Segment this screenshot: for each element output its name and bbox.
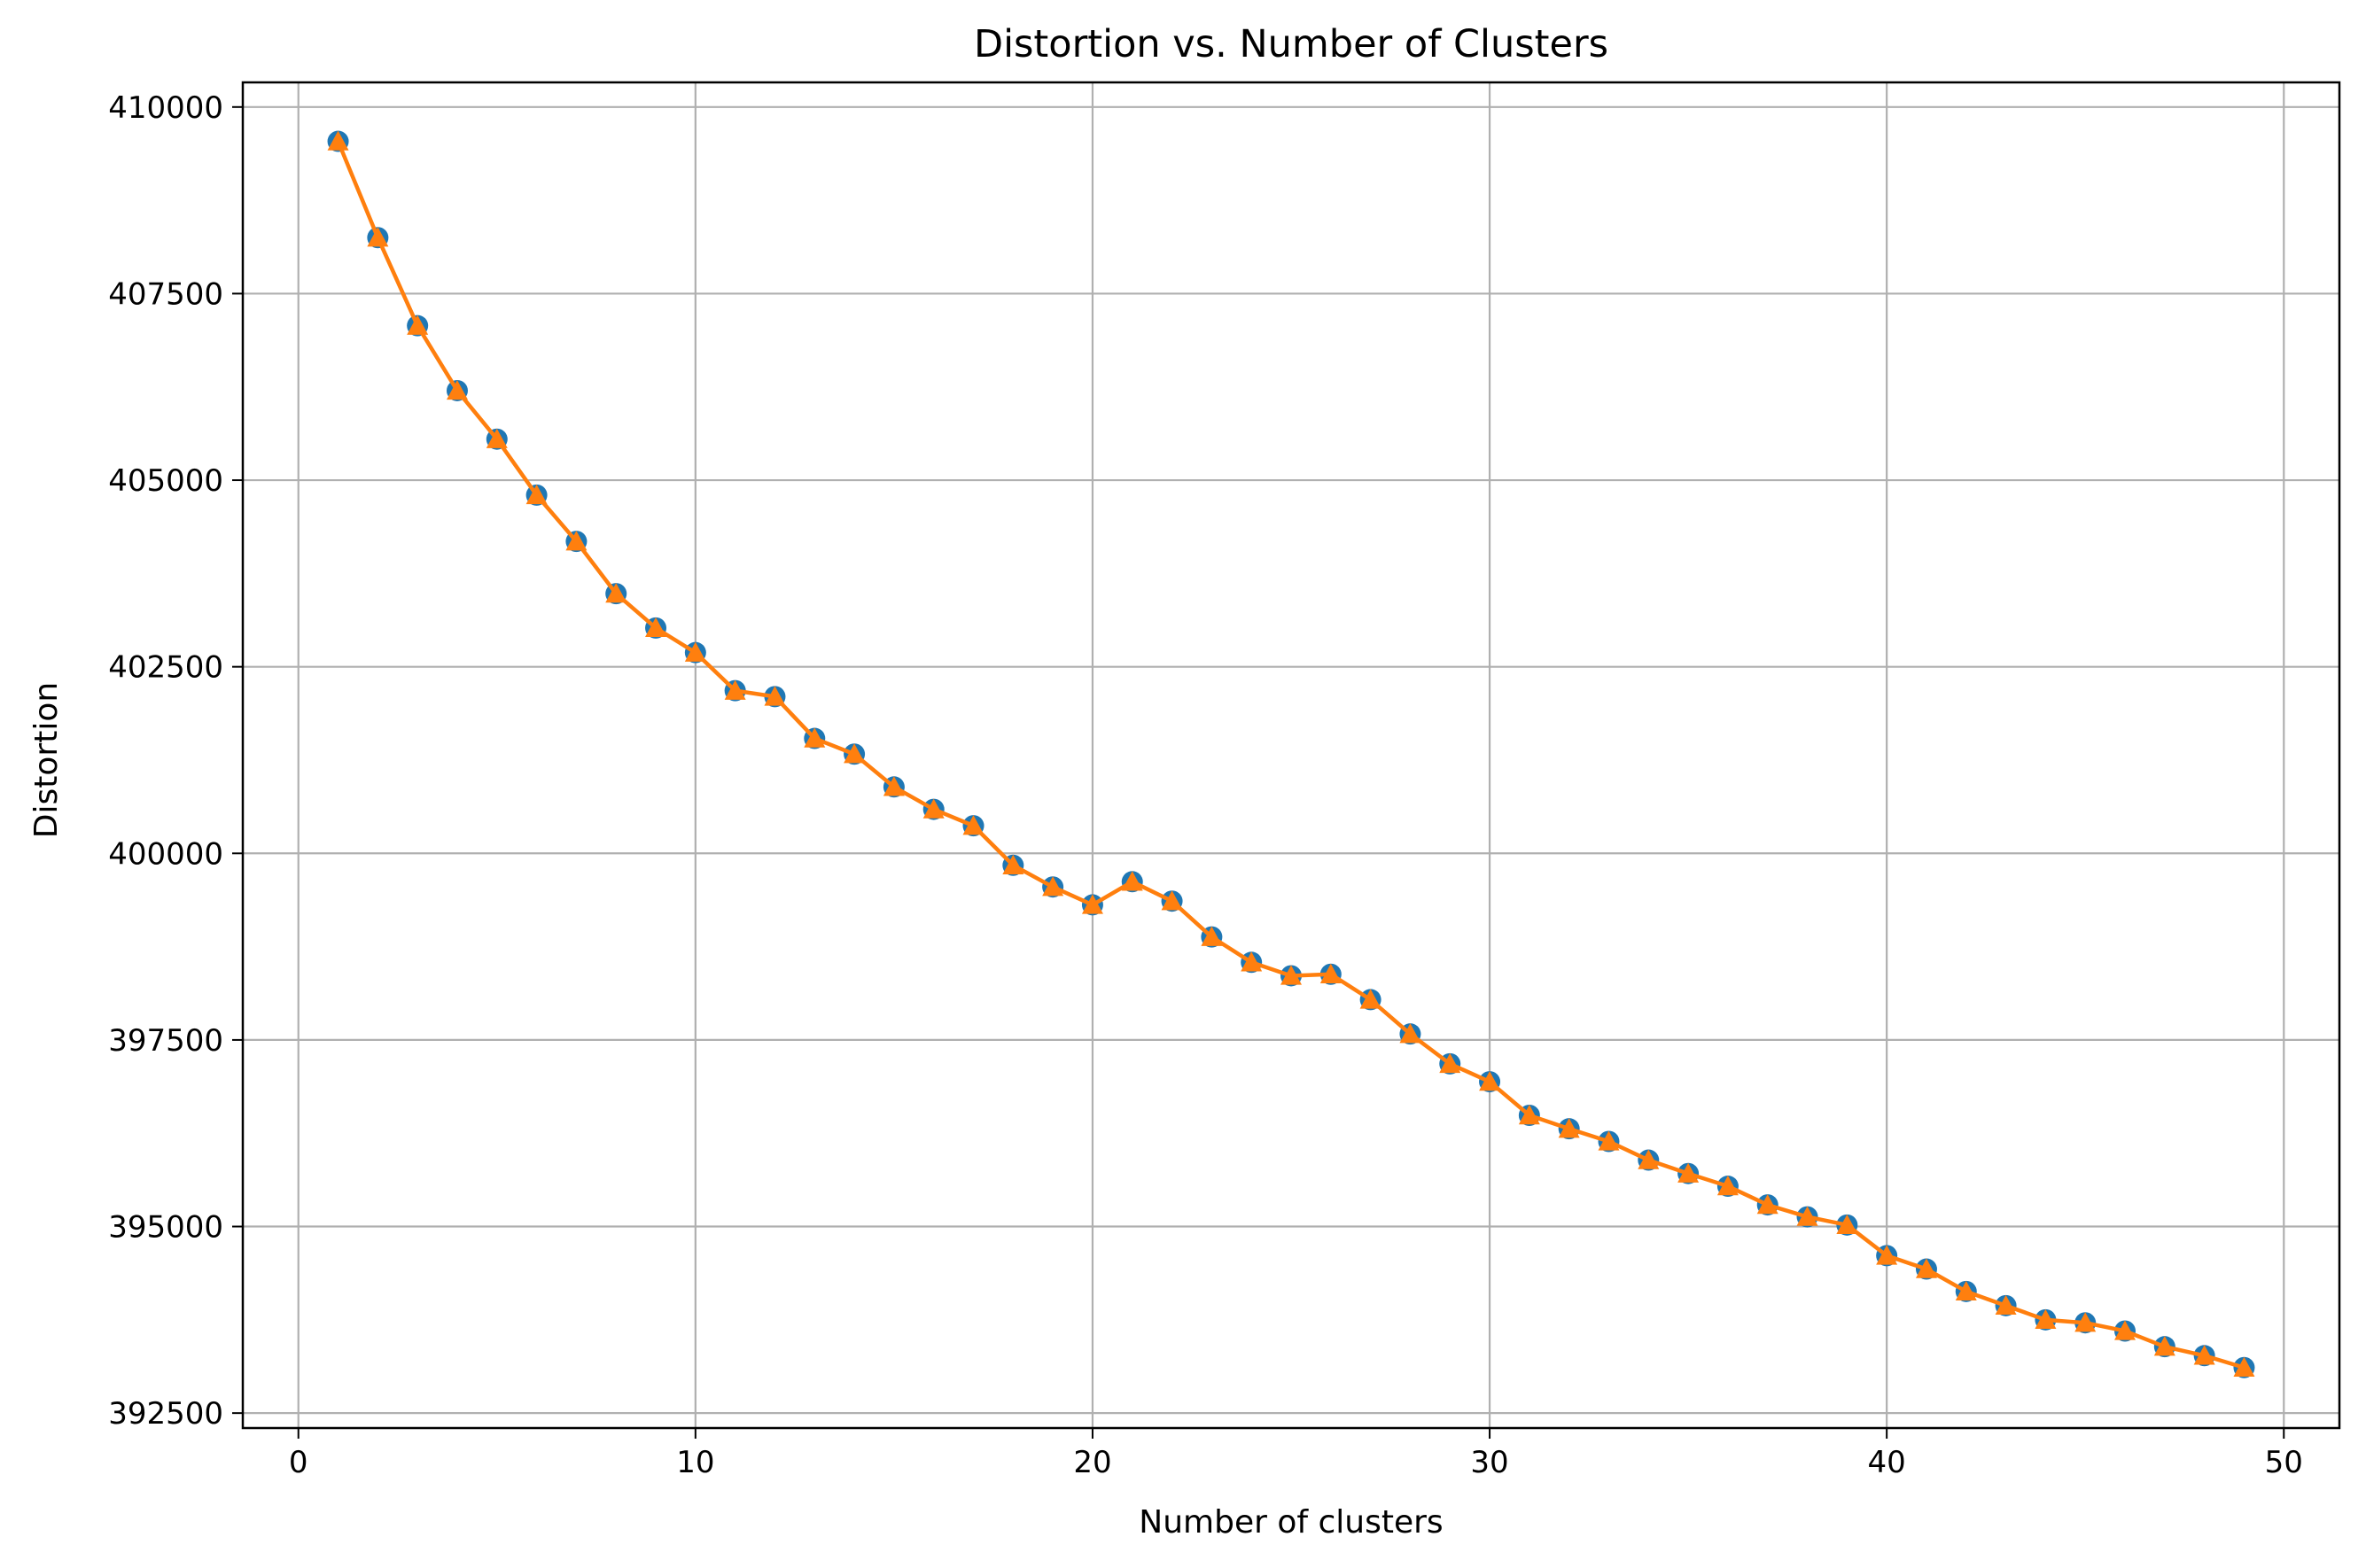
- y-tick-label: 397500: [108, 1023, 223, 1059]
- data-point: [1280, 965, 1302, 985]
- data-point: [565, 531, 588, 551]
- data-point: [1836, 1214, 1858, 1235]
- data-point: [1796, 1206, 1818, 1226]
- data-point: [1319, 963, 1342, 983]
- y-tick-label: 392500: [108, 1396, 223, 1432]
- data-point: [1439, 1052, 1461, 1074]
- data-point: [2233, 1356, 2255, 1377]
- x-axis-title: Number of clusters: [1139, 1504, 1443, 1541]
- grid-lines: [243, 82, 2339, 1428]
- data-point: [525, 484, 548, 505]
- data-series: [327, 130, 2255, 1378]
- data-point: [844, 743, 866, 764]
- data-point: [804, 727, 826, 748]
- data-point: [1558, 1118, 1580, 1138]
- data-point: [1598, 1130, 1620, 1151]
- data-point: [922, 798, 945, 819]
- series-triangle: [327, 130, 2255, 1377]
- data-point: [407, 314, 429, 335]
- x-tick-label: 50: [2265, 1445, 2303, 1480]
- data-point: [446, 379, 468, 400]
- data-point: [1359, 989, 1381, 1009]
- data-point: [724, 679, 746, 700]
- data-point: [605, 583, 627, 603]
- data-point: [764, 686, 786, 706]
- data-point: [486, 428, 508, 448]
- data-point: [2074, 1312, 2097, 1332]
- data-point: [2114, 1320, 2136, 1340]
- y-tick-label: 400000: [108, 836, 223, 872]
- x-tick-label: 0: [289, 1445, 308, 1480]
- data-point: [1479, 1071, 1501, 1091]
- data-point: [962, 815, 985, 835]
- x-tick-label: 20: [1073, 1445, 1111, 1480]
- data-point: [2035, 1308, 2057, 1330]
- plot-frame: [241, 81, 2341, 1430]
- data-point: [1399, 1023, 1421, 1044]
- data-point: [1241, 951, 1263, 972]
- data-point: [1677, 1162, 1700, 1183]
- x-tick-label: 10: [676, 1445, 714, 1480]
- data-point: [1955, 1280, 1977, 1301]
- y-tick-label: 407500: [108, 276, 223, 312]
- data-point: [2153, 1336, 2175, 1356]
- data-point: [1081, 894, 1103, 914]
- data-point: [1121, 871, 1143, 891]
- data-point: [327, 130, 349, 151]
- y-axis-title: Distortion: [28, 682, 65, 838]
- data-point: [1638, 1149, 1660, 1169]
- data-point: [883, 776, 905, 796]
- data-point: [1876, 1245, 1898, 1265]
- data-point: [1756, 1194, 1778, 1215]
- data-point: [2193, 1345, 2215, 1365]
- x-tick-label: 40: [1868, 1445, 1906, 1480]
- data-point: [645, 617, 667, 638]
- data-point: [1201, 926, 1223, 946]
- data-point: [1518, 1104, 1540, 1125]
- axis-ticks: 0 10 20 30 40 50 392500 395000 397500 400000 40250…: [108, 90, 2303, 1480]
- data-point: [1995, 1294, 2017, 1316]
- y-tick-label: 405000: [108, 463, 223, 499]
- data-point: [367, 227, 389, 247]
- chart-title: Distortion vs. Number of Clusters: [974, 22, 1608, 66]
- data-point: [1161, 890, 1183, 911]
- data-point: [1002, 854, 1024, 874]
- data-point: [1915, 1258, 1937, 1278]
- y-tick-label: 410000: [108, 90, 223, 126]
- data-point: [1042, 876, 1064, 897]
- data-point: [1716, 1176, 1739, 1196]
- y-tick-label: 402500: [108, 650, 223, 686]
- y-tick-label: 395000: [108, 1210, 223, 1246]
- data-point: [684, 641, 706, 662]
- x-tick-label: 30: [1470, 1445, 1508, 1480]
